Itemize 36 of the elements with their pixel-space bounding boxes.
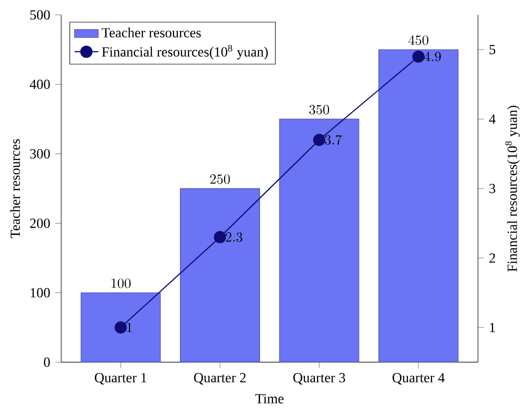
- y2-axis-title: Financial resources(10$^{8}$ yuan): [505, 106, 520, 272]
- data-label: 3.7: [324, 135, 342, 145]
- y2-tick-label: 4: [489, 114, 496, 124]
- data-label: 1: [127, 322, 132, 332]
- x-tick-label: Quarter 4: [392, 373, 445, 385]
- data-label: 250: [210, 174, 230, 184]
- x-tick-label: Quarter 1: [94, 373, 146, 385]
- point: [412, 50, 425, 63]
- y-tick-label: 100: [30, 288, 50, 298]
- data-label: 2.3: [226, 232, 242, 242]
- y-axis-title: Teacher resources: [10, 139, 20, 238]
- bar: [279, 119, 360, 362]
- point: [114, 322, 127, 334]
- data-label: 100: [112, 278, 131, 288]
- y-tick-label: 500: [30, 10, 50, 20]
- point: [214, 231, 226, 244]
- point: [313, 134, 326, 146]
- y2-tick-label: 1: [490, 323, 495, 332]
- y-tick-label: 400: [30, 80, 50, 90]
- x-tick-label: Quarter 2: [194, 373, 246, 385]
- data-label: 350: [309, 105, 330, 115]
- y2-tick-label: 5: [490, 45, 496, 54]
- legend-label: Financial resources(10$^{8}$ yuan): [102, 45, 268, 60]
- y2-tick-label: 3: [489, 184, 496, 194]
- data-label: 450: [408, 36, 428, 46]
- data-label: 4.9: [424, 52, 441, 62]
- bar: [378, 50, 458, 362]
- y2-tick-label: 2: [489, 254, 496, 263]
- y-tick-label: 200: [30, 218, 50, 228]
- bar: [80, 292, 161, 362]
- x-axis-title: Time: [255, 394, 284, 404]
- y-tick-label: 0: [44, 358, 50, 368]
- bar: [180, 188, 260, 362]
- x-tick-label: Quarter 3: [293, 373, 346, 385]
- legend-label: Teacher resources: [102, 28, 201, 38]
- y-tick-label: 300: [30, 149, 50, 159]
